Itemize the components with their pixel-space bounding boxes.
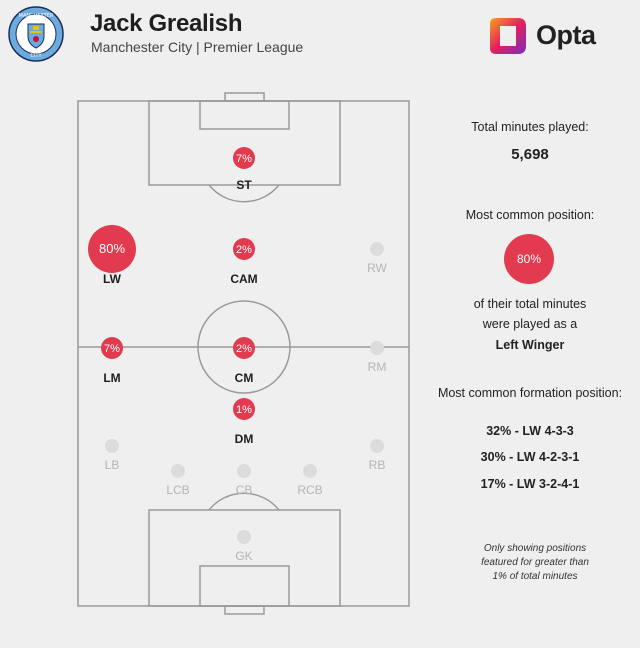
header: MANCHESTER CITY Jack Grealish Manchester… (0, 0, 640, 80)
centre-circle (197, 300, 291, 394)
common-position-name: Left Winger (495, 338, 565, 352)
position-dot-lm (101, 337, 123, 359)
common-position-circle: 80% (504, 234, 554, 284)
position-label-rb: RB (369, 458, 386, 472)
position-label-dm: DM (235, 432, 254, 446)
position-label-lm: LM (103, 371, 120, 385)
svg-text:CITY: CITY (30, 53, 42, 59)
top-penalty-arc (208, 184, 280, 203)
position-dot-rb (370, 439, 384, 453)
position-label-lb: LB (105, 458, 120, 472)
position-label-rm: RM (368, 360, 387, 374)
manchester-city-crest-icon: MANCHESTER CITY (8, 6, 64, 62)
position-label-cm: CM (235, 371, 254, 385)
footnote-line1: Only showing positions (483, 543, 587, 554)
top-goal (224, 92, 265, 102)
bottom-goal (224, 605, 265, 615)
total-minutes-label: Total minutes played: (471, 120, 589, 134)
footnote-line3: 1% of total minutes (492, 571, 578, 582)
top-six-yard-box (199, 100, 290, 130)
position-dot-gk (237, 530, 251, 544)
formation-item-3: 17% - LW 3-2-4-1 (480, 477, 580, 491)
position-pct-cm: 2% (236, 343, 252, 355)
position-label-st: ST (236, 178, 252, 192)
position-dot-cb (237, 464, 251, 478)
total-minutes-value: 5,698 (511, 146, 549, 163)
position-pct-lm: 7% (104, 343, 120, 355)
position-dot-dm (233, 398, 255, 420)
position-label-lw: LW (103, 272, 122, 286)
player-name: Jack Grealish (90, 10, 243, 37)
position-label-cb: CB (236, 483, 253, 497)
position-label-gk: GK (235, 549, 252, 563)
position-pct-dm: 1% (236, 404, 252, 416)
crest-text: MANCHESTER (19, 13, 54, 19)
top-penalty-area (148, 100, 341, 186)
formation-item-2: 30% - LW 4-2-3-1 (480, 450, 580, 464)
player-subtitle: Manchester City | Premier League (91, 39, 304, 55)
opta-wordmark: Opta (536, 20, 596, 50)
position-dot-st (233, 147, 255, 169)
common-position-label: Most common position: (465, 208, 595, 222)
position-dot-rw (370, 242, 384, 256)
position-dot-lw (88, 225, 136, 273)
common-position-line1: of their total minutes (473, 297, 587, 311)
footnote-line2: featured for greater than (481, 557, 589, 568)
position-pct-st: 7% (236, 153, 252, 165)
position-dot-cm (233, 337, 255, 359)
bottom-penalty-arc (208, 492, 280, 511)
position-label-rcb: RCB (297, 483, 322, 497)
position-label-rw: RW (367, 261, 387, 275)
position-dot-cam (233, 238, 255, 260)
position-pct-cam: 2% (236, 244, 252, 256)
position-dot-rm (370, 341, 384, 355)
pitch-chart: 7% ST 80% LW 2% CAM RW 7% LM 2% CM RM 1% DM LB RB LCB CB R… (77, 92, 410, 615)
formation-item-1: 32% - LW 4-3-3 (486, 424, 574, 438)
bottom-six-yard-box (199, 565, 290, 607)
opta-logo-icon (490, 18, 526, 54)
position-pct-lw: 80% (99, 241, 125, 256)
common-position-line2: were played as a (482, 317, 578, 331)
position-dot-rcb (303, 464, 317, 478)
formation-label: Most common formation position: (437, 386, 623, 400)
position-label-lcb: LCB (166, 483, 189, 497)
position-dot-lcb (171, 464, 185, 478)
position-dot-lb (105, 439, 119, 453)
position-label-cam: CAM (230, 272, 257, 286)
